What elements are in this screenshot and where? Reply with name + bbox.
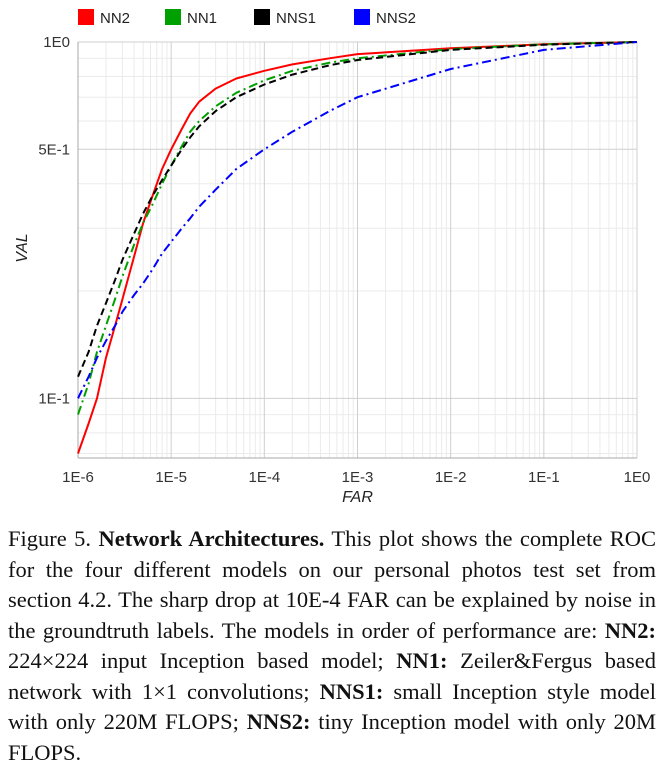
x-tick-label: 1E-1 — [528, 469, 560, 486]
y-tick-label: 5E-1 — [38, 141, 70, 158]
caption-nns2-text: tiny Inception model with only 20M FLOPS… — [8, 709, 656, 765]
y-axis-title: VAL — [14, 233, 31, 262]
legend-label-nns1: NNS1 — [276, 10, 316, 27]
x-axis-title: FAR — [342, 489, 373, 506]
x-tick-label: 1E-3 — [342, 469, 374, 486]
legend-swatch-nns2 — [354, 9, 370, 25]
x-tick-label: 1E-4 — [248, 469, 280, 486]
chart-svg: 1E-6 1E-5 1E-4 1E-3 1E-2 1E-1 1E0 1E-1 5E-1 1E0 FA… — [14, 9, 651, 506]
series-line-nn2 — [77, 41, 638, 454]
caption-nn2-text: 224×224 input Inception based model; — [8, 648, 384, 673]
y-tick-label: 1E-1 — [38, 390, 70, 407]
caption-nns2-label: NNS2: — [246, 709, 311, 734]
caption-figure-label: Figure 5. — [8, 526, 92, 551]
x-tick-label: 1E-6 — [62, 469, 94, 486]
caption-text-1: This plot shows the complete ROC for the… — [8, 526, 656, 643]
caption-title: Network Architectures. — [98, 526, 325, 551]
legend-swatch-nn1 — [165, 9, 181, 25]
legend-label-nn1: NN1 — [187, 10, 217, 27]
x-tick-label: 1E-5 — [155, 469, 187, 486]
caption-nn1-text: Zeiler&Fergus based network with 1×1 con… — [8, 648, 656, 704]
caption-nn2-label: NN2: — [604, 617, 657, 643]
y-tick-label: 1E0 — [43, 34, 70, 51]
legend-label-nn2: NN2 — [100, 10, 130, 27]
figure-caption: Figure 5. Network Architectures. This pl… — [8, 524, 656, 768]
roc-chart: 1E-6 1E-5 1E-4 1E-3 1E-2 1E-1 1E0 1E-1 5E-1 1E0 FA… — [14, 9, 651, 506]
x-tick-label: 1E-2 — [435, 469, 467, 486]
caption-nns1-label: NNS1: — [319, 678, 384, 704]
x-tick-label: 1E0 — [624, 469, 651, 486]
legend-swatch-nn2 — [78, 9, 94, 25]
series-line-nn1 — [77, 41, 638, 415]
legend-swatch-nns1 — [254, 9, 270, 25]
caption-nn1-label: NN1: — [396, 648, 448, 673]
series-line-nns1 — [77, 41, 638, 378]
legend-label-nns2: NNS2 — [376, 10, 416, 27]
series-line-nns2 — [77, 41, 638, 399]
caption-nns1-text: small Inception style model with only 22… — [8, 678, 657, 735]
